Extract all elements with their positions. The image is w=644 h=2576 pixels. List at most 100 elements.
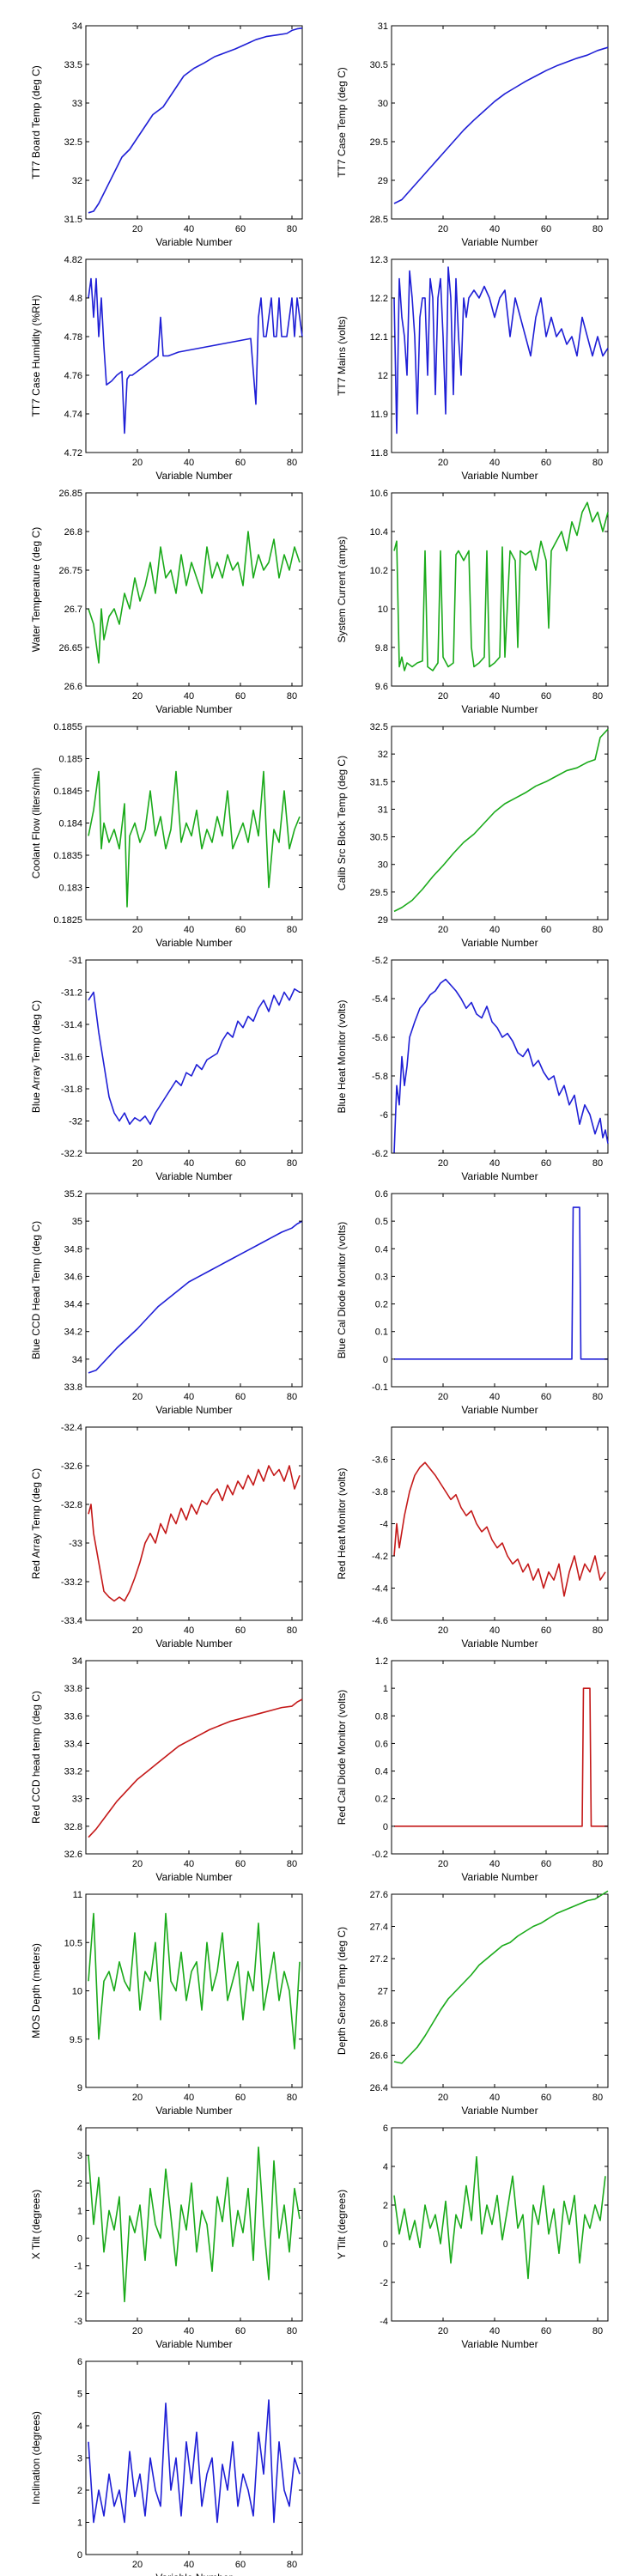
x-tick-label: 40: [184, 2093, 194, 2103]
y-tick-label: 10.4: [370, 527, 388, 538]
y-tick-label: 32.5: [64, 137, 82, 148]
x-tick-label: 20: [438, 1158, 448, 1169]
x-axis-title: Variable Number: [155, 1170, 232, 1182]
chart-panel: 20 40 60 80 28.5 29 29.5 30 30.5 31 Variable Numbe…: [336, 21, 609, 248]
y-tick-label: 4.76: [64, 371, 82, 381]
y-tick-label: 0.6: [375, 1739, 388, 1749]
y-tick-label: 4.82: [64, 255, 82, 265]
x-tick-label: 40: [489, 925, 500, 935]
x-tick-label: 80: [592, 691, 603, 702]
y-tick-label: 31: [378, 21, 388, 32]
y-tick-label: 0: [383, 1355, 388, 1365]
x-tick-label: 60: [235, 691, 246, 702]
y-tick-label: 1: [77, 2518, 82, 2529]
x-axis-title: Variable Number: [461, 2105, 538, 2117]
y-tick-label: 33: [72, 1795, 82, 1805]
plot-frame: [85, 25, 303, 220]
series-line: [393, 501, 609, 671]
x-tick-label: 80: [287, 1158, 297, 1169]
y-tick-label: -4: [380, 1520, 388, 1530]
x-axis-title: Variable Number: [461, 2338, 538, 2350]
x-tick-label: 80: [287, 2560, 297, 2570]
plot-frame: [391, 1893, 609, 2088]
chart-panel: 20 40 60 80 -4.6 -4.4 -4.2 -4 -3.8 -3.6 Variable N…: [336, 1426, 609, 1649]
y-tick-label: 34: [72, 1656, 82, 1667]
series-line: [393, 1461, 606, 1597]
y-tick-label: 1: [77, 2206, 82, 2216]
x-tick-label: 80: [287, 224, 297, 234]
x-tick-label: 60: [541, 2326, 551, 2336]
y-axis-title: TT7 Board Temp (deg C): [30, 65, 42, 179]
y-axis-title: X Tilt (degrees): [30, 2190, 42, 2259]
x-tick-label: 80: [592, 2093, 603, 2103]
y-tick-label: 29: [378, 915, 388, 926]
y-axis-title: Blue Array Temp (deg C): [30, 1000, 42, 1113]
y-tick-label: 10.6: [370, 489, 388, 499]
y-tick-label: 30: [378, 860, 388, 871]
y-tick-label: -5.6: [372, 1033, 388, 1043]
y-tick-label: -32: [69, 1117, 82, 1127]
y-tick-label: 12.2: [370, 294, 388, 304]
y-tick-label: 26.8: [370, 2019, 388, 2029]
x-tick-label: 60: [541, 1158, 551, 1169]
y-tick-label: -32.6: [61, 1461, 82, 1472]
y-tick-label: 4.74: [64, 410, 82, 420]
y-axis-title: Inclination (degrees): [30, 2411, 42, 2505]
y-tick-label: 0: [77, 2550, 82, 2561]
y-tick-label: 29.5: [370, 888, 388, 898]
y-axis-title: Blue Cal Diode Monitor (volts): [336, 1222, 348, 1358]
y-axis-title: Red Heat Monitor (volts): [336, 1467, 348, 1579]
x-tick-label: 40: [184, 691, 194, 702]
y-tick-label: 33.4: [64, 1739, 82, 1749]
x-tick-label: 80: [287, 1859, 297, 1869]
y-tick-label: -0.1: [372, 1382, 388, 1393]
y-tick-label: 26.7: [64, 605, 82, 615]
chart-panel: 20 40 60 80 11.8 11.9 12 12.1 12.2 12.3 Variable N…: [336, 255, 609, 482]
series-line: [393, 46, 609, 204]
x-tick-label: 40: [489, 224, 500, 234]
chart-panel: 20 40 60 80 9.6 9.8 10 10.2 10.4 10.6 Variable Num…: [336, 489, 609, 715]
y-tick-label: 32.8: [64, 1822, 82, 1832]
x-tick-label: 80: [287, 691, 297, 702]
x-tick-label: 60: [541, 925, 551, 935]
y-tick-label: 33.8: [64, 1382, 82, 1393]
series-line: [88, 277, 303, 434]
x-axis-title: Variable Number: [461, 470, 538, 482]
y-tick-label: 26.75: [58, 566, 82, 576]
y-axis-title: Coolant Flow (liters/min): [30, 768, 42, 878]
x-tick-label: 40: [184, 925, 194, 935]
y-tick-label: -32.8: [61, 1500, 82, 1510]
y-axis-title: Red Array Temp (deg C): [30, 1468, 42, 1579]
y-tick-label: 4.8: [70, 294, 82, 304]
y-tick-label: -4.2: [372, 1552, 388, 1562]
series-line: [394, 1687, 608, 1827]
x-axis-title: Variable Number: [155, 2338, 232, 2350]
y-tick-label: 0.184: [58, 819, 82, 829]
series-line: [88, 987, 301, 1126]
x-tick-label: 20: [132, 2093, 143, 2103]
x-tick-label: 60: [235, 2093, 246, 2103]
y-tick-label: 0.185: [58, 755, 82, 765]
plot-frame: [85, 492, 303, 687]
chart-panel: 20 40 60 80 -3 -2 -1 0 1 2 3 4 Variable Number X Tilt…: [30, 2123, 303, 2350]
x-tick-label: 40: [489, 458, 500, 468]
series-line: [88, 27, 303, 214]
y-tick-label: 12.3: [370, 255, 388, 265]
chart-panel: 20 40 60 80 26.4 26.6 26.8 27 27.2 27.4 27.6 Variab…: [336, 1890, 609, 2117]
y-tick-label: -2: [380, 2278, 388, 2288]
chart-panel: 20 40 60 80 26.6 26.65 26.7 26.75 26.8 26.85 Varia…: [30, 489, 303, 715]
x-tick-label: 20: [132, 691, 143, 702]
x-tick-label: 20: [132, 1392, 143, 1402]
x-tick-label: 20: [132, 1859, 143, 1869]
x-axis-title: Variable Number: [461, 1637, 538, 1649]
y-tick-label: 35.2: [64, 1189, 82, 1200]
y-tick-label: 12: [378, 371, 388, 381]
x-tick-label: 40: [184, 1625, 194, 1636]
y-tick-label: 31.5: [64, 215, 82, 225]
x-tick-label: 80: [287, 2326, 297, 2336]
x-tick-label: 20: [438, 1392, 448, 1402]
x-tick-label: 60: [235, 458, 246, 468]
series-line: [88, 1698, 303, 1838]
x-tick-label: 20: [132, 2326, 143, 2336]
series-line: [393, 1890, 609, 2064]
